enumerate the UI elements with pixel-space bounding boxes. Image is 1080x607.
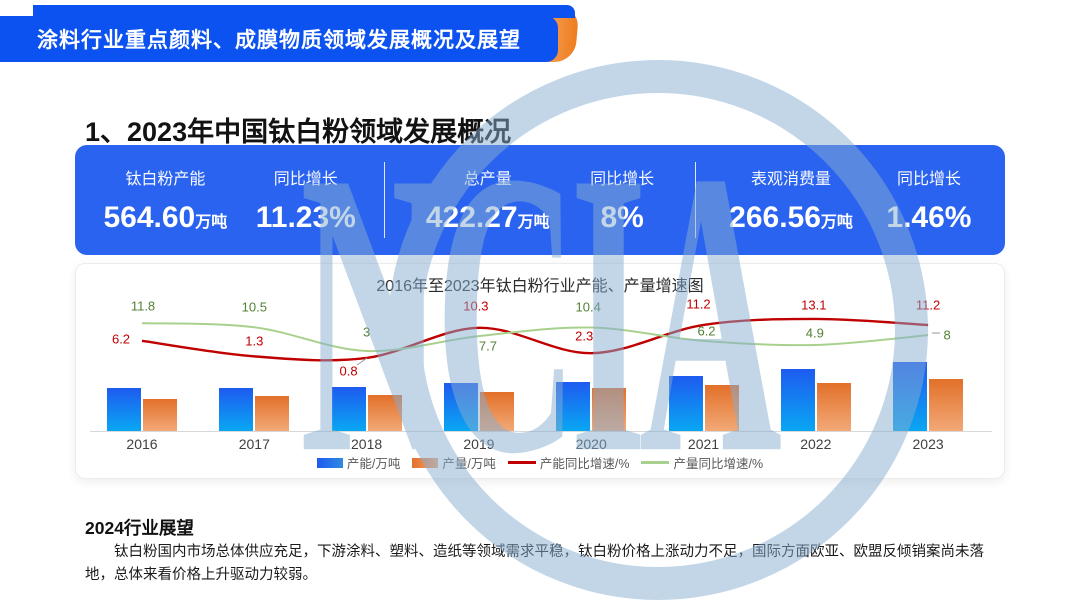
data-label-output-growth-2020: 10.4: [575, 299, 601, 315]
data-label-output-growth-2018: 3: [362, 324, 371, 340]
x-axis-label-2018: 2018: [351, 436, 383, 452]
stat-consumption-label: 表观消费量: [751, 171, 832, 188]
stat-output-growth: 同比增长 8%: [590, 165, 654, 235]
chart-plot: 2016 2017 2018 2019 2020 2021 2022 2023 6.2 1.3 0.…: [76, 264, 1006, 480]
data-label-capacity-growth-2018: 0.8: [339, 363, 358, 379]
outlook-heading: 2024行业展望: [85, 517, 194, 538]
bar-capacity-2017: [219, 387, 254, 431]
bar-output-2017: [255, 395, 290, 431]
x-axis-label-2021: 2021: [687, 436, 720, 452]
stat-consumption-growth: 同比增长 1.46%: [886, 165, 971, 235]
stat-section-capacity: 钛白粉产能 564.60万吨 同比增长 11.23%: [75, 145, 384, 255]
stat-consumption: 表观消费量 266.56万吨: [729, 165, 853, 235]
bar-capacity-2018: [331, 387, 366, 431]
legend-item-3: 产量同比增速/%: [641, 453, 763, 472]
legend-label: 产量同比增速/%: [673, 457, 764, 471]
bar-output-2019: [479, 392, 514, 431]
legend-swatch-icon: [507, 461, 536, 464]
x-axis-label-2022: 2022: [800, 436, 832, 452]
stat-capacity: 钛白粉产能 564.60万吨: [103, 165, 227, 235]
stats-divider: [384, 162, 386, 238]
stat-capacity-growth: 同比增长 11.23%: [256, 165, 356, 235]
page-title: 1、2023年中国钛白粉领域发展概况: [85, 117, 512, 148]
stat-capacity-unit: 万吨: [195, 214, 228, 231]
legend-label: 产能同比增速/%: [539, 457, 630, 471]
bar-capacity-2022: [780, 369, 815, 431]
data-label-capacity-growth-2017: 1.3: [245, 333, 264, 349]
bar-output-2018: [367, 395, 402, 431]
stat-output-unit: 万吨: [517, 214, 550, 231]
stat-section-output: 总产量 422.27万吨 同比增长 8%: [385, 145, 694, 255]
legend-item-1: 产量/万吨: [412, 453, 496, 472]
stat-consumption-value: 266.56万吨: [729, 201, 853, 235]
chart-lines-svg: [141, 317, 940, 366]
x-axis-line: [90, 431, 992, 432]
bar-output-2021: [704, 385, 739, 431]
stat-output-number: 422.27: [425, 201, 518, 234]
data-label-output-growth-2021: 6.2: [697, 323, 716, 339]
stat-output-growth-label: 同比增长: [590, 171, 655, 188]
stat-output-value: 422.27万吨: [426, 201, 550, 235]
stat-consumption-number: 266.56: [729, 201, 821, 234]
outlook-body: 钛白粉国内市场总体供应充足，下游涂料、塑料、造纸等领域需求平稳，钛白粉价格上涨动…: [85, 543, 984, 583]
data-label-capacity-growth-2019: 10.3: [463, 298, 489, 314]
bar-capacity-2019: [443, 382, 478, 431]
data-label-capacity-growth-2020: 2.3: [575, 328, 594, 344]
bar-output-2023: [929, 379, 964, 431]
legend-label: 产量/万吨: [442, 457, 496, 471]
x-axis-label-2016: 2016: [126, 436, 158, 452]
line-series-0: [141, 317, 929, 362]
chart-title: 2016年至2023年钛白粉行业产能、产量增速图: [376, 278, 704, 295]
data-label-capacity-growth-2022: 13.1: [801, 297, 827, 313]
x-axis-label-2020: 2020: [575, 436, 607, 452]
legend-swatch-icon: [316, 457, 343, 468]
stats-divider: [694, 162, 696, 238]
bar-capacity-2016: [107, 388, 141, 431]
stat-capacity-number: 564.60: [103, 201, 196, 234]
bar-capacity-2023: [893, 362, 928, 431]
x-axis-label-2023: 2023: [912, 436, 944, 452]
stat-output-growth-value: 8%: [600, 201, 644, 234]
legend-swatch-icon: [412, 457, 439, 468]
kpi-stats-bar: 钛白粉产能 564.60万吨 同比增长 11.23% 总产量 422.27万吨 …: [75, 145, 1005, 255]
chart-panel: 2016年至2023年钛白粉行业产能、产量增速图 2016 2017 2018 201…: [75, 263, 1005, 479]
stat-consumption-growth-value: 1.46%: [886, 201, 972, 234]
stat-output: 总产量 422.27万吨: [426, 165, 550, 235]
banner-top-strip: [33, 5, 575, 18]
legend-item-0: 产能/万吨: [316, 453, 401, 472]
chart-legend: 产能/万吨 产量/万吨 产能同比增速/% 产量同比增速/%: [76, 453, 1004, 472]
data-label-output-growth-2022: 4.9: [805, 325, 824, 341]
data-label-output-growth-2017: 10.5: [241, 299, 267, 315]
data-label-capacity-growth-2021: 11.2: [686, 296, 711, 312]
x-axis-label-2019: 2019: [463, 436, 495, 452]
data-label-capacity-growth-2016: 6.2: [111, 331, 131, 347]
bar-capacity-2020: [556, 381, 591, 431]
data-label-output-growth-2016: 11.8: [130, 298, 156, 314]
banner-title: 涂料行业重点颜料、成膜物质领域发展概况及展望: [37, 29, 521, 52]
bar-output-2022: [816, 383, 851, 431]
stat-capacity-label: 钛白粉产能: [125, 171, 206, 188]
legend-item-2: 产能同比增速/%: [507, 453, 630, 472]
stat-capacity-value: 564.60万吨: [103, 201, 227, 235]
data-label-output-growth-2019: 7.7: [478, 338, 497, 354]
stat-section-consumption: 表观消费量 266.56万吨 同比增长 1.46%: [696, 145, 1005, 255]
line-series-1: [141, 322, 929, 353]
data-label-capacity-growth-2023: 11.2: [915, 297, 941, 313]
banner: 涂料行业重点颜料、成膜物质领域发展概况及展望: [0, 16, 558, 62]
stat-output-label: 总产量: [463, 171, 512, 188]
stat-capacity-growth-value: 11.23%: [255, 201, 356, 234]
bar-output-2016: [143, 399, 177, 431]
bar-capacity-2021: [668, 376, 703, 431]
legend-label: 产能/万吨: [346, 457, 401, 471]
stat-consumption-growth-label: 同比增长: [896, 171, 961, 188]
x-axis-label-2017: 2017: [238, 436, 270, 452]
label-leader-line: [356, 357, 368, 366]
bar-output-2020: [592, 388, 627, 431]
stat-capacity-growth-label: 同比增长: [273, 171, 338, 188]
data-label-output-growth-2023: 8: [943, 327, 951, 343]
stat-consumption-unit: 万吨: [820, 214, 853, 231]
legend-swatch-icon: [641, 461, 670, 464]
